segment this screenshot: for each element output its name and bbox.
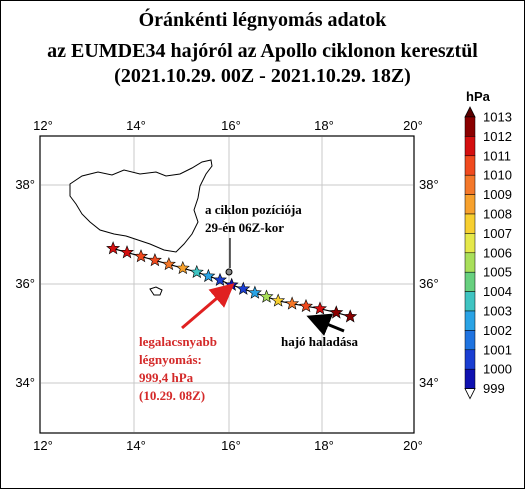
lat-tick-right: 38° xyxy=(419,177,439,192)
colorbar-level-label: 1010 xyxy=(483,168,512,183)
title-line-1: Óránkénti légnyomás adatok xyxy=(138,9,387,31)
track-point-star xyxy=(259,289,274,303)
lon-tick-top: 14° xyxy=(126,118,146,133)
lon-tick-bottom: 18° xyxy=(314,438,334,453)
track-point-star xyxy=(343,309,358,323)
lon-tick-top: 16° xyxy=(221,118,241,133)
colorbar-level-label: 1006 xyxy=(483,245,512,260)
track-point-star xyxy=(313,301,327,315)
track-point-star xyxy=(147,252,162,267)
lat-tick-right: 34° xyxy=(419,375,439,390)
min-annotation-line1: legalacsnyabb xyxy=(139,334,217,349)
lon-tick-bottom: 20° xyxy=(403,438,423,453)
track-point-star xyxy=(212,272,227,286)
malta-island xyxy=(149,286,163,296)
lon-tick-top: 12° xyxy=(33,118,53,133)
cyclone-position-marker xyxy=(225,268,233,276)
colorbar-level-label: 999 xyxy=(483,381,505,396)
lon-tick-bottom: 12° xyxy=(33,438,53,453)
ship-track xyxy=(106,241,358,323)
colorbar-top-triangle xyxy=(464,106,476,118)
colorbar-segment xyxy=(464,349,476,370)
colorbar-segment xyxy=(464,271,476,292)
sicily-coastline xyxy=(69,159,213,253)
colorbar-level-label: 1007 xyxy=(483,226,512,241)
lat-tick-left: 38° xyxy=(15,177,35,192)
track-point-star xyxy=(106,241,121,255)
colorbar-segment xyxy=(464,233,476,254)
colorbar-segment xyxy=(464,310,476,331)
lon-tick-top: 20° xyxy=(403,118,423,133)
lat-ticks-right: 38° 36° 34° xyxy=(419,177,439,390)
colorbar-unit: hPa xyxy=(466,89,491,104)
colorbar-segment xyxy=(464,116,476,137)
lat-ticks-left: 38° 36° 34° xyxy=(15,177,35,390)
colorbar-segment xyxy=(464,213,476,234)
colorbar-level-label: 1009 xyxy=(483,187,512,202)
lon-tick-bottom: 14° xyxy=(126,438,146,453)
track-point-star xyxy=(236,281,251,295)
min-annotation-line3: 999,4 hPa xyxy=(139,370,194,385)
colorbar-level-label: 1012 xyxy=(483,129,512,144)
lon-ticks-top: 12° 14° 16° 18° 20° xyxy=(33,118,423,133)
colorbar-level-label: 1001 xyxy=(483,342,512,357)
colorbar-segment xyxy=(464,136,476,157)
title-line-2: az EUMDE34 hajóról az Apollo ciklonon ke… xyxy=(47,40,478,62)
colorbar-level-label: 1002 xyxy=(483,323,512,338)
colorbar-bottom-triangle xyxy=(464,388,476,400)
track-point-star xyxy=(161,256,176,271)
colorbar-segment xyxy=(464,194,476,215)
track-point-star xyxy=(247,285,262,299)
colorbar-segment xyxy=(464,155,476,176)
colorbar-segment xyxy=(464,291,476,312)
lon-ticks-bottom: 12° 14° 16° 18° 20° xyxy=(33,438,423,453)
cyclone-annotation-line2: 29-én 06Z-kor xyxy=(205,220,284,235)
colorbar-segment xyxy=(464,330,476,351)
track-point-star xyxy=(175,260,190,275)
track-point-star xyxy=(329,305,344,319)
track-point-star xyxy=(189,264,204,279)
track-point-star xyxy=(299,298,313,313)
colorbar: 1013 1012 1011 1010 1009 1008 1007 1006 1005 1004… xyxy=(464,106,512,400)
track-point-star xyxy=(285,296,300,310)
colorbar-segment xyxy=(464,252,476,273)
colorbar-segment xyxy=(464,368,476,389)
track-point-star xyxy=(134,249,149,263)
min-annotation-line2: légnyomás: xyxy=(139,352,202,367)
colorbar-level-label: 1005 xyxy=(483,265,512,280)
colorbar-level-label: 1003 xyxy=(483,304,512,319)
lat-tick-left: 34° xyxy=(15,375,35,390)
minimum-pressure-arrow xyxy=(181,283,235,330)
cyclone-annotation-line1: a ciklon pozíciója xyxy=(205,202,302,217)
colorbar-level-label: 1011 xyxy=(483,148,511,163)
track-point-star xyxy=(119,245,134,259)
lon-tick-top: 18° xyxy=(314,118,334,133)
colorbar-level-label: 1004 xyxy=(483,284,512,299)
min-annotation-line4: (10.29. 08Z) xyxy=(139,388,205,403)
lon-tick-bottom: 16° xyxy=(221,438,241,453)
colorbar-level-label: 1000 xyxy=(483,362,512,377)
title-line-3: (2021.10.29. 00Z - 2021.10.29. 18Z) xyxy=(114,65,411,87)
colorbar-level-label: 1013 xyxy=(483,110,512,125)
colorbar-level-label: 1008 xyxy=(483,207,512,222)
lat-tick-left: 36° xyxy=(15,276,35,291)
ship-direction-label: hajó haladása xyxy=(281,334,358,349)
lat-tick-right: 36° xyxy=(419,276,439,291)
ship-direction-arrow xyxy=(306,313,345,336)
colorbar-segment xyxy=(464,174,476,195)
track-point-star xyxy=(201,268,216,283)
track-point-star xyxy=(271,293,286,307)
